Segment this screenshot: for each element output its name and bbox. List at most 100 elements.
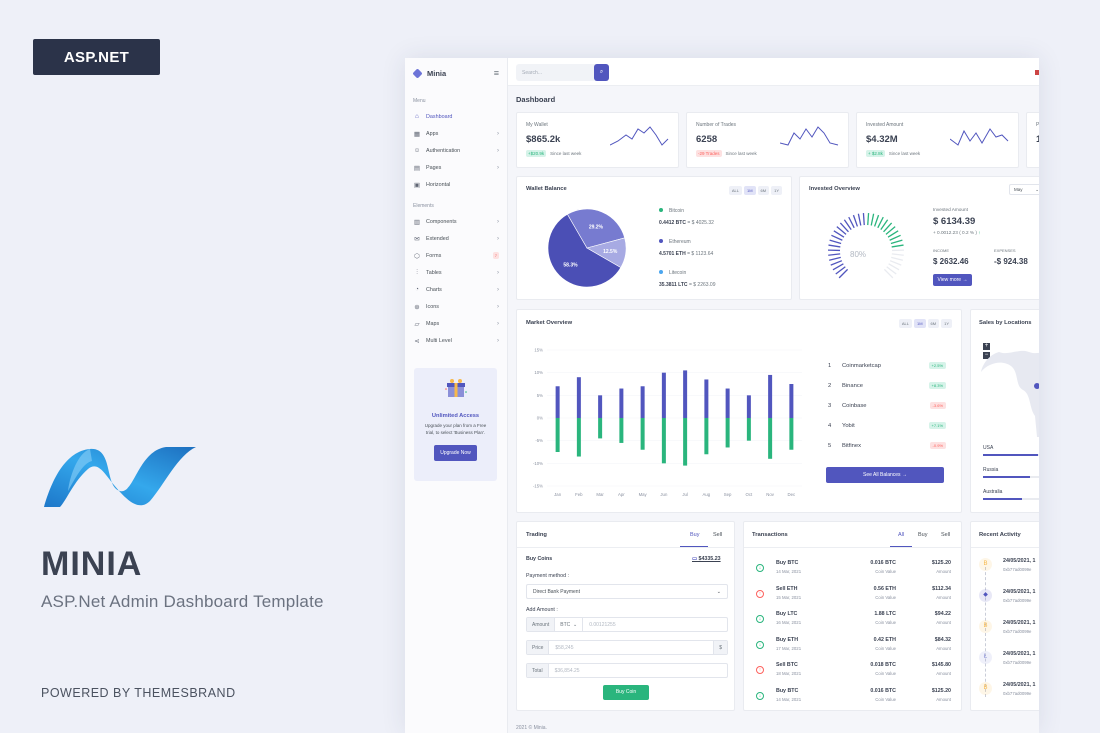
- tab-1y[interactable]: 1Y: [771, 186, 782, 195]
- box-icon: ⬡: [414, 252, 420, 260]
- activity-row[interactable]: ◆ 24/05/2021, 1 0xb77ad0099e: [971, 587, 1039, 617]
- tab-sell[interactable]: Sell: [713, 532, 723, 538]
- transaction-row[interactable]: ↑ Sell BTC 18 Mar, 2021 0.018 BTC Coin Value…: [744, 662, 956, 688]
- activity-row[interactable]: B 24/05/2021, 1 0xb77ad0099e: [971, 680, 1039, 710]
- view-more-button[interactable]: View more →: [933, 274, 972, 286]
- sidebar-item-dashboard[interactable]: ⌂ Dashboard: [405, 108, 507, 125]
- upgrade-button[interactable]: Upgrade Now: [434, 444, 477, 461]
- tab-all[interactable]: All: [898, 532, 905, 538]
- stat-value: $4.32M: [866, 134, 898, 145]
- bar-positive: [725, 388, 730, 418]
- sidebar-item-label: Horizontal: [426, 181, 451, 188]
- gauge-tick: [880, 219, 889, 230]
- stat-label: Number of Trades: [696, 122, 737, 128]
- tx-name: Buy BTC: [776, 687, 799, 694]
- coin-select[interactable]: BTC ⌄: [555, 618, 584, 631]
- y-tick-label: -5%: [535, 438, 543, 443]
- sidebar-item-forms[interactable]: ⬡ Forms 7: [405, 247, 507, 264]
- sidebar-item-label: Icons: [426, 303, 439, 310]
- transaction-row[interactable]: ↓ Buy ETH 17 Mar, 2021 0.42 ETH Coin Value $8…: [744, 637, 956, 663]
- invested-title: Invested Overview: [809, 186, 860, 192]
- sidebar-item-tables[interactable]: ⫶ Tables ›: [405, 264, 507, 281]
- chevron-right-icon: ›: [497, 337, 499, 344]
- sidebar-item-charts[interactable]: ◔ Charts ›: [405, 281, 507, 298]
- country-progress-fill: [983, 476, 1030, 478]
- y-tick-label: 10%: [534, 370, 543, 375]
- sidebar-item-extended[interactable]: ✉ Extended ›: [405, 230, 507, 247]
- sidebar-item-multi-level[interactable]: ⋖ Multi Level ›: [405, 332, 507, 349]
- arrow-down-circle-icon: ↓: [756, 615, 764, 623]
- country-progress: [983, 498, 1039, 500]
- transaction-row[interactable]: ↑ Sell ETH 15 Mar, 2021 0.56 ETH Coin Value $…: [744, 586, 956, 612]
- tab-6m[interactable]: 6M: [757, 186, 770, 195]
- tx-amount-label: Amount: [936, 645, 951, 651]
- tx-coin: 0.016 BTC: [870, 560, 896, 566]
- rank: 3: [828, 402, 832, 409]
- see-all-balances-button[interactable]: See All Balances →: [826, 467, 944, 483]
- zoom-out-icon[interactable]: −: [983, 352, 990, 359]
- sidebar-item-authentication[interactable]: ☺ Authentication ›: [405, 142, 507, 159]
- tab-buy[interactable]: Buy: [690, 532, 700, 538]
- month-select[interactable]: May ⌄: [1009, 184, 1039, 195]
- transactions-title: Transactions: [752, 532, 788, 538]
- tx-amount: $125.20: [931, 560, 951, 566]
- tab-all[interactable]: ALL: [898, 319, 912, 328]
- chevron-right-icon: ›: [497, 286, 499, 293]
- sidebar-item-components[interactable]: ▥ Components ›: [405, 213, 507, 230]
- tab-buy[interactable]: Buy: [918, 532, 928, 538]
- arrow-up-circle-icon: ↑: [756, 666, 764, 674]
- dashboard-window: Minia ≡ Menu ⌂ Dashboard ▦ Apps › ☺ Authentica…: [405, 58, 1039, 733]
- zoom-in-icon[interactable]: +: [983, 343, 990, 350]
- coin-select-value: BTC: [560, 621, 571, 628]
- tab-all[interactable]: ALL: [728, 186, 742, 195]
- tab-1m[interactable]: 1M: [913, 319, 926, 328]
- coin-usd: = $ 2263.09: [688, 282, 716, 288]
- rank: 4: [828, 422, 832, 429]
- stat-change: +$20.9k Since last week: [526, 150, 581, 157]
- country-progress: [983, 476, 1039, 478]
- upgrade-title: Unlimited Access: [431, 413, 480, 419]
- price-field[interactable]: Price $58,245 $: [526, 640, 728, 655]
- tab-sell[interactable]: Sell: [941, 532, 951, 538]
- chevron-right-icon: ›: [497, 269, 499, 276]
- wallet-balance-card: Wallet Balance ALL 1M 6M 1Y 58.3% 29.2% 12.5%…: [516, 176, 792, 300]
- payment-select[interactable]: Direct Bank Payment ⌄: [526, 584, 728, 599]
- x-tick-label: Jul: [682, 492, 688, 497]
- badge: 7: [492, 252, 499, 259]
- tab-buy-underline: [680, 546, 708, 547]
- tx-coin: 0.016 BTC: [870, 687, 896, 694]
- sidebar-brand[interactable]: Minia ≡: [405, 58, 507, 88]
- hamburger-icon[interactable]: ≡: [493, 68, 499, 78]
- flag-icon[interactable]: [1035, 70, 1039, 75]
- sidebar-item-maps[interactable]: ▱ Maps ›: [405, 315, 507, 332]
- transaction-row[interactable]: ↓ Buy BTC 14 Mar, 2021 0.016 BTC Coin Value $…: [744, 688, 956, 709]
- buy-coin-button[interactable]: Buy Coin: [603, 685, 649, 700]
- tab-6m[interactable]: 6M: [927, 319, 940, 328]
- amount-field[interactable]: Amount BTC ⌄ 0.00121255: [526, 617, 728, 632]
- payment-value: Direct Bank Payment: [533, 588, 580, 595]
- tab-1m[interactable]: 1M: [743, 186, 756, 195]
- sidebar-item-pages[interactable]: ▤ Pages ›: [405, 159, 507, 176]
- tab-1y[interactable]: 1Y: [941, 319, 952, 328]
- sidebar-item-label: Components: [426, 218, 457, 225]
- activity-date: 24/05/2021, 1: [1003, 682, 1036, 688]
- sidebar-item-apps[interactable]: ▦ Apps ›: [405, 125, 507, 142]
- chevron-down-icon: ⌄: [716, 588, 721, 595]
- coin-icon: B: [979, 558, 992, 571]
- sidebar-item-icons[interactable]: ⊛ Icons ›: [405, 298, 507, 315]
- tx-name: Sell BTC: [776, 662, 798, 668]
- activity-row[interactable]: B 24/05/2021, 1 0xb77ad0099e: [971, 556, 1039, 586]
- activity-row[interactable]: Ł 24/05/2021, 1 0xb77ad0099e: [971, 649, 1039, 679]
- change-badge: +8.3%: [928, 382, 946, 389]
- bar-positive: [768, 374, 773, 418]
- coin-name-row: Bitcoin: [659, 208, 714, 214]
- month-select-value: May: [1014, 187, 1023, 192]
- bar-negative: [704, 418, 709, 455]
- gauge-tick: [843, 219, 852, 230]
- transaction-row[interactable]: ↓ Buy BTC 14 Mar, 2021 0.016 BTC Coin Value $…: [744, 560, 956, 586]
- transaction-row[interactable]: ↓ Buy LTC 16 Mar, 2021 1.88 LTC Coin Value $9…: [744, 611, 956, 637]
- activity-row[interactable]: B 24/05/2021, 1 0xb77ad0099e: [971, 618, 1039, 648]
- search-icon[interactable]: ⌕: [594, 64, 609, 81]
- sidebar-item-horizontal[interactable]: ▣ Horizontal: [405, 176, 507, 193]
- total-field[interactable]: Total $36,854.25: [526, 663, 728, 678]
